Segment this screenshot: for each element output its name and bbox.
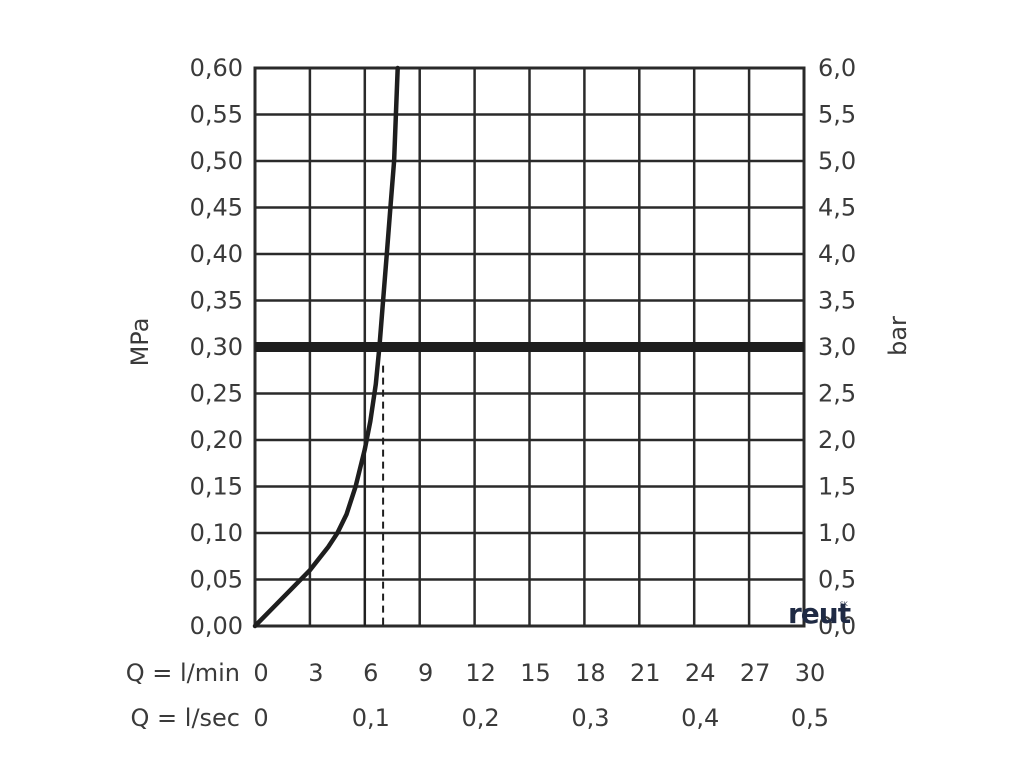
left-y-axis-ticks: 0,00 0,05 0,10 0,15 0,20 0,25 0,30 0,35 0,40 0,45… — [190, 54, 243, 640]
y-tick-label-left: 0,50 — [190, 147, 243, 175]
x-tick-label-lmin: 0 — [253, 659, 268, 687]
x-tick-label-lmin: 24 — [685, 659, 716, 687]
y-tick-label-left: 0,30 — [190, 333, 243, 361]
y-tick-label-right: 6,0 — [818, 54, 856, 82]
x-tick-label-lmin: 18 — [575, 659, 606, 687]
y-tick-label-right: 0,5 — [818, 566, 856, 594]
curve-layer — [252, 65, 400, 629]
y-tick-label-right: 1,5 — [818, 473, 856, 501]
y-tick-label-left: 0,25 — [190, 380, 243, 408]
x-tick-label-lmin: 15 — [520, 659, 551, 687]
x-tick-label-lmin: 3 — [308, 659, 323, 687]
y-tick-label-left: 0,40 — [190, 240, 243, 268]
x-tick-label-lmin: 12 — [465, 659, 496, 687]
y-tick-label-right: 3,5 — [818, 287, 856, 315]
x-axis-lmin-ticks: 0 3 6 9 12 15 18 21 24 27 30 — [253, 659, 825, 687]
x-axis-lmin-label: Q = l/min — [126, 659, 240, 687]
y-tick-label-right: 3,0 — [818, 333, 856, 361]
x-tick-label-lmin: 6 — [363, 659, 378, 687]
y-tick-label-left: 0,20 — [190, 426, 243, 454]
right-y-axis-ticks: 0,0 0,5 1,0 1,5 2,0 2,5 3,0 3,5 4,0 4,5 5,0 5,5 6,0 — [818, 54, 856, 640]
y-tick-label-left: 0,60 — [190, 54, 243, 82]
x-axis-lsec-label: Q = l/sec — [131, 704, 240, 732]
reut-logo: reut SK — [788, 597, 852, 630]
y-tick-label-left: 0,45 — [190, 194, 243, 222]
y-tick-label-right: 4,5 — [818, 194, 856, 222]
y-tick-label-right: 0,0 — [818, 612, 856, 640]
logo-superscript: SK — [840, 601, 849, 608]
x-tick-label-lsec: 0,5 — [791, 704, 829, 732]
flow-curve — [252, 65, 400, 629]
y-tick-label-right: 2,5 — [818, 380, 856, 408]
y-tick-label-left: 0,00 — [190, 612, 243, 640]
x-tick-label-lmin: 30 — [795, 659, 826, 687]
y-tick-label-right: 4,0 — [818, 240, 856, 268]
x-tick-label-lsec: 0,1 — [352, 704, 390, 732]
x-tick-label-lmin: 27 — [740, 659, 771, 687]
y-tick-label-left: 0,55 — [190, 101, 243, 129]
right-axis-title: bar — [884, 316, 912, 356]
x-tick-label-lsec: 0 — [253, 704, 268, 732]
x-tick-label-lsec: 0,2 — [462, 704, 500, 732]
y-tick-label-left: 0,15 — [190, 473, 243, 501]
x-tick-label-lmin: 9 — [418, 659, 433, 687]
y-tick-label-right: 1,0 — [818, 519, 856, 547]
x-tick-label-lsec: 0,4 — [681, 704, 719, 732]
left-axis-title: MPa — [126, 318, 154, 367]
y-tick-label-right: 5,5 — [818, 101, 856, 129]
y-tick-label-left: 0,05 — [190, 566, 243, 594]
y-tick-label-right: 2,0 — [818, 426, 856, 454]
x-axis-lsec-ticks: 0 0,1 0,2 0,3 0,4 0,5 — [253, 704, 829, 732]
y-tick-label-left: 0,35 — [190, 287, 243, 315]
x-tick-label-lmin: 21 — [630, 659, 661, 687]
logo-text: reut — [788, 597, 851, 630]
y-tick-label-left: 0,10 — [190, 519, 243, 547]
x-tick-label-lsec: 0,3 — [571, 704, 609, 732]
y-tick-label-right: 5,0 — [818, 147, 856, 175]
